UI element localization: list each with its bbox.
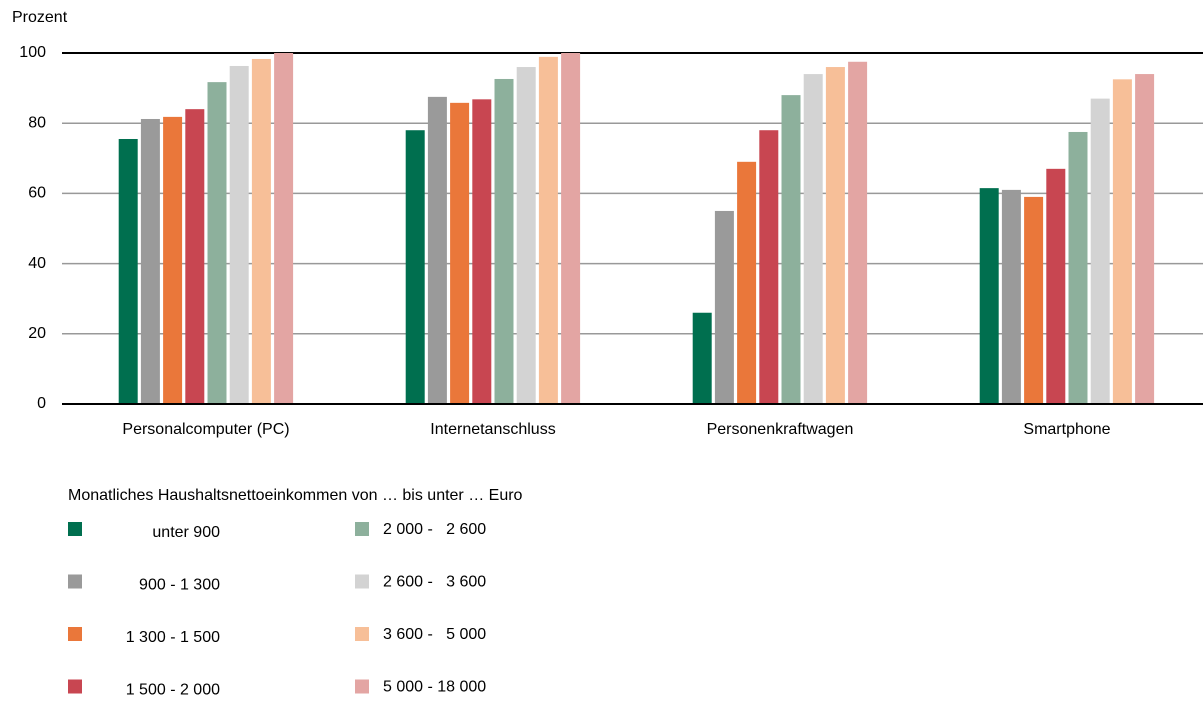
bar: [1046, 168, 1066, 404]
bar: [979, 188, 999, 404]
legend-label: 1 500 - 2 000: [126, 682, 220, 699]
bar: [781, 95, 801, 405]
x-tick-label: Smartphone: [1023, 421, 1110, 438]
legend-swatch: [355, 574, 369, 589]
legend-swatch: [68, 627, 82, 641]
bar: [538, 56, 558, 405]
x-tick-label: Internetanschluss: [430, 421, 555, 438]
bar: [692, 312, 712, 404]
legend-swatch: [68, 679, 82, 694]
legend-title: Monatliches Haushaltsnettoeinkommen von …: [68, 487, 523, 504]
legend-label: 900 - 1 300: [139, 577, 220, 594]
y-axis-label: Prozent: [12, 9, 68, 26]
bar: [1090, 98, 1110, 404]
bar: [1068, 131, 1088, 404]
bar: [185, 109, 205, 404]
y-tick-label: 80: [28, 114, 46, 131]
bar: [427, 96, 447, 404]
bar: [737, 161, 757, 404]
x-tick-label: Personalcomputer (PC): [122, 421, 289, 438]
bar: [1135, 74, 1155, 404]
legend-label: 1 300 - 1 500: [126, 629, 220, 646]
bar: [494, 78, 514, 404]
bar: [140, 118, 160, 404]
bar: [1001, 189, 1021, 404]
bar: [848, 61, 868, 405]
legend-label: 3 600 - 5 000: [383, 626, 486, 643]
y-tick-label: 20: [28, 325, 46, 342]
bar: [229, 65, 249, 404]
bar: [825, 67, 845, 404]
y-tick-label: 100: [19, 44, 46, 61]
bar: [803, 74, 823, 404]
bar: [714, 210, 734, 404]
bar: [1024, 196, 1044, 404]
legend-swatch: [355, 627, 369, 641]
y-tick-label: 60: [28, 185, 46, 202]
bar: [759, 130, 779, 404]
y-tick-label: 0: [37, 395, 46, 412]
bar: [472, 99, 492, 404]
legend-label: 2 000 - 2 600: [383, 521, 486, 538]
legend-swatch: [68, 522, 82, 536]
legend-swatch: [68, 574, 82, 589]
legend-swatch: [355, 522, 369, 536]
bar: [1112, 79, 1132, 404]
bar: [561, 53, 581, 404]
legend-label: unter 900: [152, 524, 220, 541]
bar: [274, 53, 294, 404]
legend-swatch: [355, 679, 369, 694]
bar: [251, 58, 271, 404]
x-tick-label: Personenkraftwagen: [707, 421, 854, 438]
bar: [450, 102, 470, 404]
bar: [207, 82, 227, 405]
bar: [118, 138, 138, 404]
y-tick-label: 40: [28, 255, 46, 272]
bar: [516, 67, 536, 404]
bar: [163, 116, 183, 404]
bar: [405, 130, 425, 404]
legend-label: 5 000 - 18 000: [383, 679, 486, 696]
legend-label: 2 600 - 3 600: [383, 574, 486, 591]
